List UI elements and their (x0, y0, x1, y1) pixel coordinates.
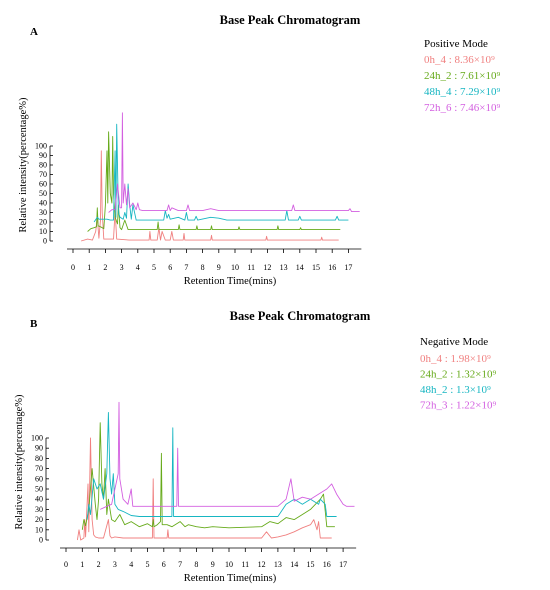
x-tick-label: 4 (129, 560, 133, 569)
x-tick-label: 8 (201, 263, 205, 272)
series-2-trace (87, 131, 341, 232)
panel-a-legend-title: Positive Mode (424, 38, 488, 50)
x-tick-label: 3 (120, 263, 124, 272)
x-tick-label: 14 (290, 560, 298, 569)
x-tick-label: 10 (231, 263, 239, 272)
y-tick-label: 70 (39, 170, 47, 179)
y-tick-label: 100 (35, 142, 47, 151)
y-tick-label: 50 (39, 189, 47, 198)
x-tick-label: 5 (152, 263, 156, 272)
x-tick-label: 2 (103, 263, 107, 272)
legend-item-3: 48h_4 : 7.29×10⁹ (424, 86, 501, 98)
y-tick-label: 90 (35, 444, 43, 453)
series-2-trace (81, 422, 335, 530)
panel-b-legend-title: Negative Mode (420, 336, 488, 348)
x-tick-label: 16 (328, 263, 336, 272)
y-tick-label: 10 (35, 525, 43, 534)
series-4-trace (100, 401, 355, 510)
x-tick-label: 0 (71, 263, 75, 272)
legend-item-3: 48h_2 : 1.3×10⁹ (420, 384, 491, 396)
y-tick-label: 30 (35, 505, 43, 514)
panel-b-x-axis-label: Retention Time(mins) (184, 573, 277, 584)
x-tick-label: 11 (241, 560, 249, 569)
x-tick-label: 3 (113, 560, 117, 569)
panel-b-title: Base Peak Chromatogram (230, 309, 371, 323)
panel-b-letter: B (30, 318, 38, 330)
x-tick-label: 7 (184, 263, 188, 272)
panel-a-y-axis-label: Relative intensity(percentage%) (18, 97, 29, 232)
plot-area: 0 1 2 3 4 5 6 7 8 9 10 11 12 13 14 15 16 1701020304050607… (31, 54, 501, 569)
x-tick-label: 17 (344, 263, 352, 272)
x-tick-label: 6 (168, 263, 172, 272)
panel-a-x-axis-label: Retention Time(mins) (184, 276, 277, 287)
x-tick-label: 2 (97, 560, 101, 569)
x-tick-label: 10 (225, 560, 233, 569)
x-tick-label: 13 (274, 560, 282, 569)
x-tick-label: 9 (211, 560, 215, 569)
x-tick-label: 6 (162, 560, 166, 569)
y-tick-label: 20 (39, 218, 47, 227)
x-tick-label: 12 (263, 263, 271, 272)
series-3-trace (93, 123, 349, 223)
x-tick-label: 5 (146, 560, 150, 569)
legend-item-2: 24h_2 : 1.32×10⁹ (420, 369, 497, 381)
panel-b: 0 1 2 3 4 5 6 7 8 9 10 11 12 13 14 15 16 1701020304050607… (31, 353, 497, 569)
y-tick-label: 50 (35, 485, 43, 494)
series-3-trace (86, 412, 337, 520)
panel-a-title: Base Peak Chromatogram (220, 13, 361, 27)
series-4-trace (108, 112, 360, 213)
x-tick-label: 1 (80, 560, 84, 569)
x-tick-label: 0 (64, 560, 68, 569)
y-tick-label: 40 (39, 199, 47, 208)
series-1-trace (76, 437, 332, 541)
x-tick-label: 17 (339, 560, 347, 569)
legend-item-2: 24h_2 : 7.61×10⁹ (424, 70, 501, 82)
y-tick-label: 60 (35, 474, 43, 483)
y-tick-label: 80 (39, 161, 47, 170)
x-tick-label: 13 (280, 263, 288, 272)
y-tick-label: 60 (39, 180, 47, 189)
panel-a-letter: A (30, 26, 38, 38)
y-tick-label: 10 (39, 227, 47, 236)
legend-item-4: 72h_3 : 1.22×10⁹ (420, 400, 497, 412)
x-tick-label: 11 (247, 263, 255, 272)
x-tick-label: 14 (296, 263, 304, 272)
x-tick-label: 1 (87, 263, 91, 272)
series-1-trace (80, 150, 339, 242)
x-tick-label: 9 (217, 263, 221, 272)
x-tick-label: 4 (136, 263, 140, 272)
y-tick-label: 20 (35, 515, 43, 524)
x-tick-label: 7 (178, 560, 182, 569)
legend-item-1: 0h_4 : 1.98×10⁹ (420, 353, 491, 365)
legend-item-4: 72h_6 : 7.46×10⁹ (424, 102, 501, 114)
x-tick-label: 12 (258, 560, 266, 569)
x-tick-label: 8 (194, 560, 198, 569)
y-tick-label: 80 (35, 454, 43, 463)
panel-b-y-axis-label: Relative intensity(percentage%) (14, 394, 25, 529)
x-tick-label: 15 (307, 560, 315, 569)
y-tick-label: 30 (39, 208, 47, 217)
x-tick-label: 15 (312, 263, 320, 272)
y-tick-label: 0 (39, 536, 43, 545)
y-tick-label: 40 (35, 495, 43, 504)
y-tick-label: 0 (43, 237, 47, 246)
y-tick-label: 100 (31, 434, 43, 443)
y-tick-label: 70 (35, 464, 43, 473)
legend-item-1: 0h_4 : 8.36×10⁹ (424, 54, 495, 66)
x-tick-label: 16 (323, 560, 331, 569)
panel-a: 0 1 2 3 4 5 6 7 8 9 10 11 12 13 14 15 16 1701020304050607… (35, 54, 501, 272)
y-tick-label: 90 (39, 151, 47, 160)
